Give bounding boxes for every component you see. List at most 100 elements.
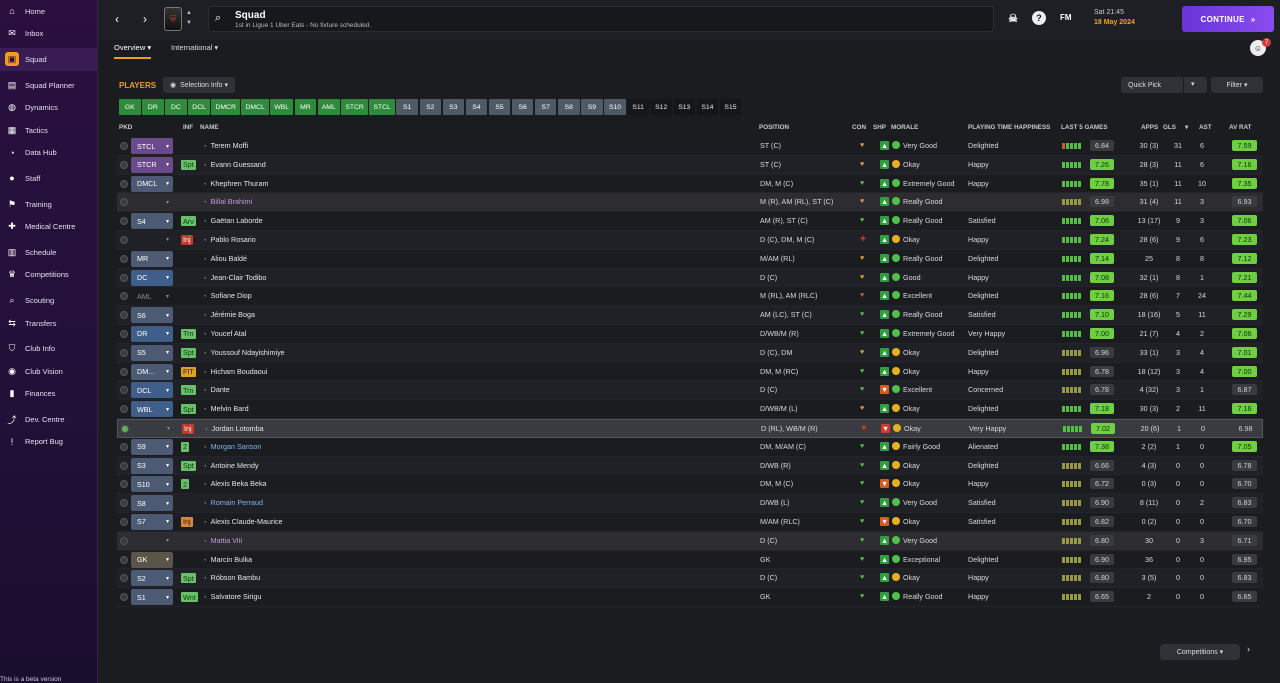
position-chip-s8[interactable]: S8: [558, 99, 580, 115]
player-name[interactable]: ◔ Mattia Viti: [203, 536, 242, 545]
pkd-dropdown[interactable]: DM... ▾: [131, 363, 173, 380]
position-chip-dcl[interactable]: DCL: [188, 99, 210, 115]
player-name[interactable]: ◔ Pablo Rosario: [203, 235, 256, 244]
sidebar-item-home[interactable]: ⌂ Home: [0, 0, 97, 23]
position-chip-mr[interactable]: MR: [294, 99, 317, 115]
player-name[interactable]: ◔ Sofiane Diop: [203, 291, 252, 300]
pkd-dropdown[interactable]: ▾: [131, 194, 173, 210]
row-select-radio[interactable]: [120, 329, 128, 338]
table-row[interactable]: ▾ ◔ Billal Brahimi M (R), AM (RL), ST (C) ♥ ▲…: [117, 193, 1263, 213]
player-name[interactable]: ◔ Jean-Clair Todibo: [203, 273, 266, 282]
pkd-dropdown[interactable]: S1 ▾: [131, 589, 173, 606]
help-icon[interactable]: ?: [1032, 11, 1046, 25]
pkd-dropdown[interactable]: S10 ▾: [131, 476, 173, 493]
row-select-radio[interactable]: [120, 160, 128, 169]
pkd-dropdown[interactable]: S3 ▾: [131, 457, 173, 474]
col-ast[interactable]: AST: [1199, 124, 1212, 131]
position-chip-stcl[interactable]: STCL: [369, 99, 395, 115]
position-chip-s12[interactable]: S12: [650, 99, 672, 115]
player-name[interactable]: ◔ Róbson Bambu: [203, 573, 260, 582]
table-row[interactable]: AML ▾ ◔ Sofiane Diop M (RL), AM (RLC) ♥ ▲ Excel…: [117, 287, 1263, 307]
player-name[interactable]: ◔ Aliou Baldé: [203, 254, 247, 263]
sidebar-item-inbox[interactable]: ✉ Inbox: [0, 23, 97, 46]
player-name[interactable]: ◔ Gaëtan Laborde: [203, 216, 263, 225]
player-name[interactable]: ◔ Salvatore Sirigu: [203, 592, 261, 601]
player-name[interactable]: ◔ Youcef Atal: [203, 329, 246, 338]
row-select-radio[interactable]: [120, 254, 128, 263]
table-row[interactable]: S4 ▾ Arv ◔ Gaëtan Laborde AM (R), ST (C) ♥ ▲ Rea…: [117, 212, 1263, 231]
skull-icon[interactable]: ☠: [1008, 12, 1018, 25]
pkd-dropdown[interactable]: GK ▾: [131, 551, 173, 568]
competitions-dropdown[interactable]: Competitions ▾: [1160, 644, 1240, 660]
player-name[interactable]: ◔ Hicham Boudaoui: [203, 367, 267, 376]
player-name[interactable]: ◔ Marcin Bulka: [203, 555, 252, 564]
sidebar-item-report-bug[interactable]: ! Report Bug: [0, 431, 97, 454]
table-row[interactable]: S10 ▾ 2 ◔ Alexis Beka Beka DM, M (C) ♥ ▼ Okay Hap…: [117, 475, 1263, 495]
sidebar-item-squad[interactable]: ▣ Squad: [0, 48, 97, 71]
filter-button[interactable]: Filter ▾: [1211, 77, 1263, 93]
sidebar-item-medical-centre[interactable]: ✚ Medical Centre: [0, 215, 97, 238]
search-icon[interactable]: ⌕: [215, 12, 222, 24]
sidebar-item-dynamics[interactable]: ◍ Dynamics: [0, 96, 97, 119]
position-chip-s14[interactable]: S14: [696, 99, 719, 115]
player-name[interactable]: ◔ Jérémie Boga: [203, 310, 255, 319]
selection-info-button[interactable]: ◉ Selection Info ▾: [163, 77, 235, 93]
col-av-rat[interactable]: AV RAT: [1229, 124, 1252, 131]
position-chip-stcr[interactable]: STCR: [341, 99, 368, 115]
col-playing-time-happiness[interactable]: PLAYING TIME HAPPINESS: [968, 124, 1051, 131]
col-position[interactable]: POSITION: [759, 124, 790, 131]
pkd-dropdown[interactable]: S8 ▾: [131, 495, 173, 512]
position-chip-s6[interactable]: S6: [511, 99, 534, 115]
pkd-dropdown[interactable]: STCR ▾: [131, 156, 173, 173]
pkd-dropdown[interactable]: S2 ▾: [131, 570, 173, 587]
pkd-dropdown[interactable]: MR ▾: [131, 250, 173, 267]
row-select-radio[interactable]: [120, 292, 128, 301]
col-con[interactable]: CON: [852, 124, 866, 131]
table-row[interactable]: S5 ▾ Spt ◔ Youssouf Ndayishimiye D (C), DM ♥ ▲ O…: [117, 343, 1263, 363]
player-name[interactable]: ◔ Evann Guessand: [203, 160, 266, 169]
sidebar-item-staff[interactable]: ● Staff: [0, 167, 97, 190]
pkd-dropdown[interactable]: DC ▾: [131, 269, 173, 286]
next-page-icon[interactable]: ›: [1247, 644, 1250, 654]
table-row[interactable]: S2 ▾ Spt ◔ Róbson Bambu D (C) ♥ ▲ Okay Happy 6.80 3…: [117, 569, 1263, 589]
position-chip-s11[interactable]: S11: [627, 99, 649, 115]
table-row[interactable]: MR ▾ ◔ Aliou Baldé M/AM (RL) ♥ ▲ Really Good Del…: [117, 250, 1263, 269]
row-select-radio[interactable]: [120, 517, 128, 526]
table-row[interactable]: GK ▾ ◔ Marcin Bulka GK ♥ ▲ Exceptional Delighted…: [117, 551, 1263, 570]
club-switch-arrows-icon[interactable]: ▲ ▼: [186, 10, 192, 26]
table-row[interactable]: DM... ▾ FIT ◔ Hicham Boudaoui DM, M (RC) ♥ ▲ Oka…: [117, 363, 1263, 382]
player-name[interactable]: ◔ Romain Perraud: [203, 498, 263, 507]
col-pkd[interactable]: PKD: [119, 124, 133, 131]
pkd-dropdown[interactable]: WBL ▾: [131, 401, 173, 418]
position-chip-dc[interactable]: DC: [165, 99, 187, 115]
row-select-radio[interactable]: [120, 555, 128, 564]
position-chip-dmcr[interactable]: DMCR: [211, 99, 240, 115]
player-name[interactable]: ◔ Alexis Claude-Maurice: [203, 517, 283, 526]
table-row[interactable]: DR ▾ Trn ◔ Youcef Atal D/WB/M (R) ♥ ▲ Extremely …: [117, 325, 1263, 344]
row-select-radio[interactable]: [121, 424, 129, 433]
game-date[interactable]: Sat 21:45 18 May 2024: [1094, 9, 1135, 26]
table-row[interactable]: S7 ▾ Inj ◔ Alexis Claude-Maurice M/AM (RLC) ♥ ▼…: [117, 513, 1263, 532]
continue-button[interactable]: CONTINUE »: [1182, 6, 1274, 32]
table-row[interactable]: S1 ▾ Wnt ◔ Salvatore Sirigu GK ♥ ▲ Really Good Ha…: [117, 588, 1263, 607]
pkd-dropdown[interactable]: ▾: [131, 232, 173, 248]
row-select-radio[interactable]: [120, 235, 128, 244]
sidebar-item-dev-centre[interactable]: ⤴ Dev. Centre: [0, 408, 97, 431]
table-row[interactable]: STCR ▾ Spt ◔ Evann Guessand ST (C) ♥ ▲ Okay Happy…: [117, 155, 1263, 175]
club-crest-icon[interactable]: ⛨: [164, 7, 182, 31]
col-name[interactable]: NAME: [200, 124, 219, 131]
forward-button[interactable]: ›: [143, 12, 147, 26]
position-chip-s7[interactable]: S7: [534, 99, 557, 115]
pkd-dropdown[interactable]: S7 ▾: [131, 513, 173, 530]
row-select-radio[interactable]: [120, 217, 128, 226]
sidebar-item-transfers[interactable]: ⇆ Transfers: [0, 312, 97, 335]
table-row[interactable]: ▾ ◔ Mattia Viti D (C) ♥ ▲ Very Good 6.80 30 0 3 6.7…: [117, 531, 1263, 551]
sidebar-item-finances[interactable]: ▮ Finances: [0, 383, 97, 406]
sidebar-item-data-hub[interactable]: ◔ Data Hub: [0, 142, 97, 165]
row-select-radio[interactable]: [120, 405, 128, 414]
pkd-dropdown[interactable]: S4 ▾: [131, 213, 173, 230]
row-select-radio[interactable]: [120, 593, 128, 602]
table-row[interactable]: S8 ▾ ◔ Romain Perraud D/WB (L) ♥ ▲ Very Good Sat…: [117, 494, 1263, 513]
position-chip-s10[interactable]: S10: [604, 99, 626, 115]
row-select-radio[interactable]: [120, 273, 128, 282]
